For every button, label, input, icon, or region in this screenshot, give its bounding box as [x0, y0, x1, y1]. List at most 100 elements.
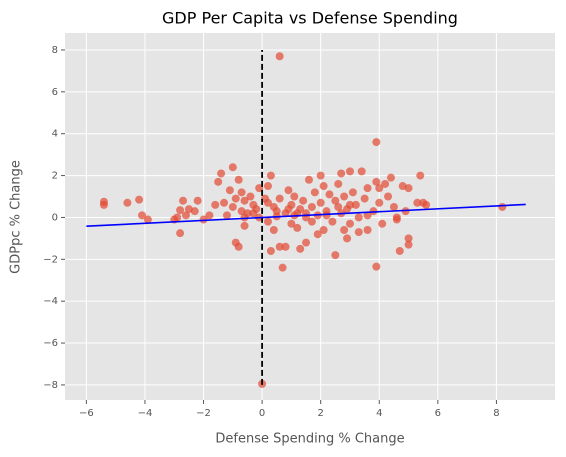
point: [363, 184, 372, 193]
point: [319, 182, 328, 191]
y-tick-label: −2: [43, 254, 58, 265]
point: [354, 228, 363, 237]
y-tick-label: 0: [52, 212, 58, 223]
point: [331, 196, 340, 205]
point: [278, 263, 287, 272]
point: [375, 198, 384, 207]
point: [354, 213, 363, 222]
point: [392, 213, 401, 222]
point: [240, 196, 249, 205]
point: [281, 242, 290, 251]
point: [123, 198, 132, 207]
point: [389, 202, 398, 211]
point: [348, 188, 357, 197]
point: [351, 200, 360, 209]
point: [228, 163, 237, 172]
point: [369, 207, 378, 216]
x-tick-label: −2: [196, 408, 211, 419]
point: [372, 138, 381, 147]
point: [228, 202, 237, 211]
point: [135, 195, 144, 204]
point: [275, 52, 284, 61]
point: [275, 242, 284, 251]
point: [266, 171, 275, 180]
point: [360, 194, 369, 203]
y-tick-label: 8: [52, 45, 58, 56]
point: [334, 202, 343, 211]
x-tick-label: −4: [138, 408, 153, 419]
point: [225, 186, 234, 195]
point: [345, 200, 354, 209]
y-tick-label: 2: [52, 171, 58, 182]
point: [275, 194, 284, 203]
x-tick-label: −6: [79, 408, 94, 419]
point: [304, 175, 313, 184]
point: [231, 194, 240, 203]
point: [340, 226, 349, 235]
point: [307, 202, 316, 211]
point: [331, 251, 340, 260]
point: [422, 200, 431, 209]
point: [345, 167, 354, 176]
point: [263, 198, 272, 207]
point: [234, 175, 243, 184]
point: [363, 226, 372, 235]
point: [313, 230, 322, 239]
x-tick-label: 4: [376, 408, 382, 419]
point: [143, 215, 152, 224]
point: [240, 213, 249, 222]
y-axis-label: GDPpc % Change: [9, 160, 24, 274]
point: [199, 215, 208, 224]
point: [193, 196, 202, 205]
point: [255, 184, 264, 193]
point: [290, 192, 299, 201]
point: [234, 242, 243, 251]
point: [307, 217, 316, 226]
point: [249, 209, 258, 218]
point: [263, 217, 272, 226]
point: [395, 246, 404, 255]
point: [343, 234, 352, 243]
point: [214, 177, 223, 186]
point: [269, 226, 278, 235]
point: [220, 198, 229, 207]
point: [246, 192, 255, 201]
point: [293, 223, 302, 232]
x-tick-label: 6: [435, 408, 441, 419]
y-tick-label: −8: [43, 380, 58, 391]
point: [384, 192, 393, 201]
y-tick-label: −4: [43, 296, 58, 307]
x-tick-label: 2: [318, 408, 324, 419]
point: [340, 192, 349, 201]
point: [416, 171, 425, 180]
point: [287, 219, 296, 228]
point: [310, 188, 319, 197]
point: [179, 196, 188, 205]
point: [325, 190, 334, 199]
point: [375, 184, 384, 193]
point: [386, 173, 395, 182]
y-tick-label: 4: [52, 129, 58, 140]
x-tick-label: 0: [259, 408, 265, 419]
point: [404, 184, 413, 193]
point: [138, 211, 147, 220]
point: [181, 211, 190, 220]
y-tick-label: −6: [43, 338, 58, 349]
point: [296, 244, 305, 253]
point: [381, 179, 390, 188]
point: [404, 240, 413, 249]
point: [266, 246, 275, 255]
point: [211, 200, 220, 209]
point: [284, 205, 293, 214]
point: [328, 217, 337, 226]
point: [334, 179, 343, 188]
point: [302, 238, 311, 247]
point: [378, 219, 387, 228]
point: [284, 186, 293, 195]
point: [357, 167, 366, 176]
point: [413, 198, 422, 207]
point: [372, 262, 381, 271]
point: [322, 211, 331, 220]
x-axis-label: Defense Spending % Change: [215, 432, 404, 447]
